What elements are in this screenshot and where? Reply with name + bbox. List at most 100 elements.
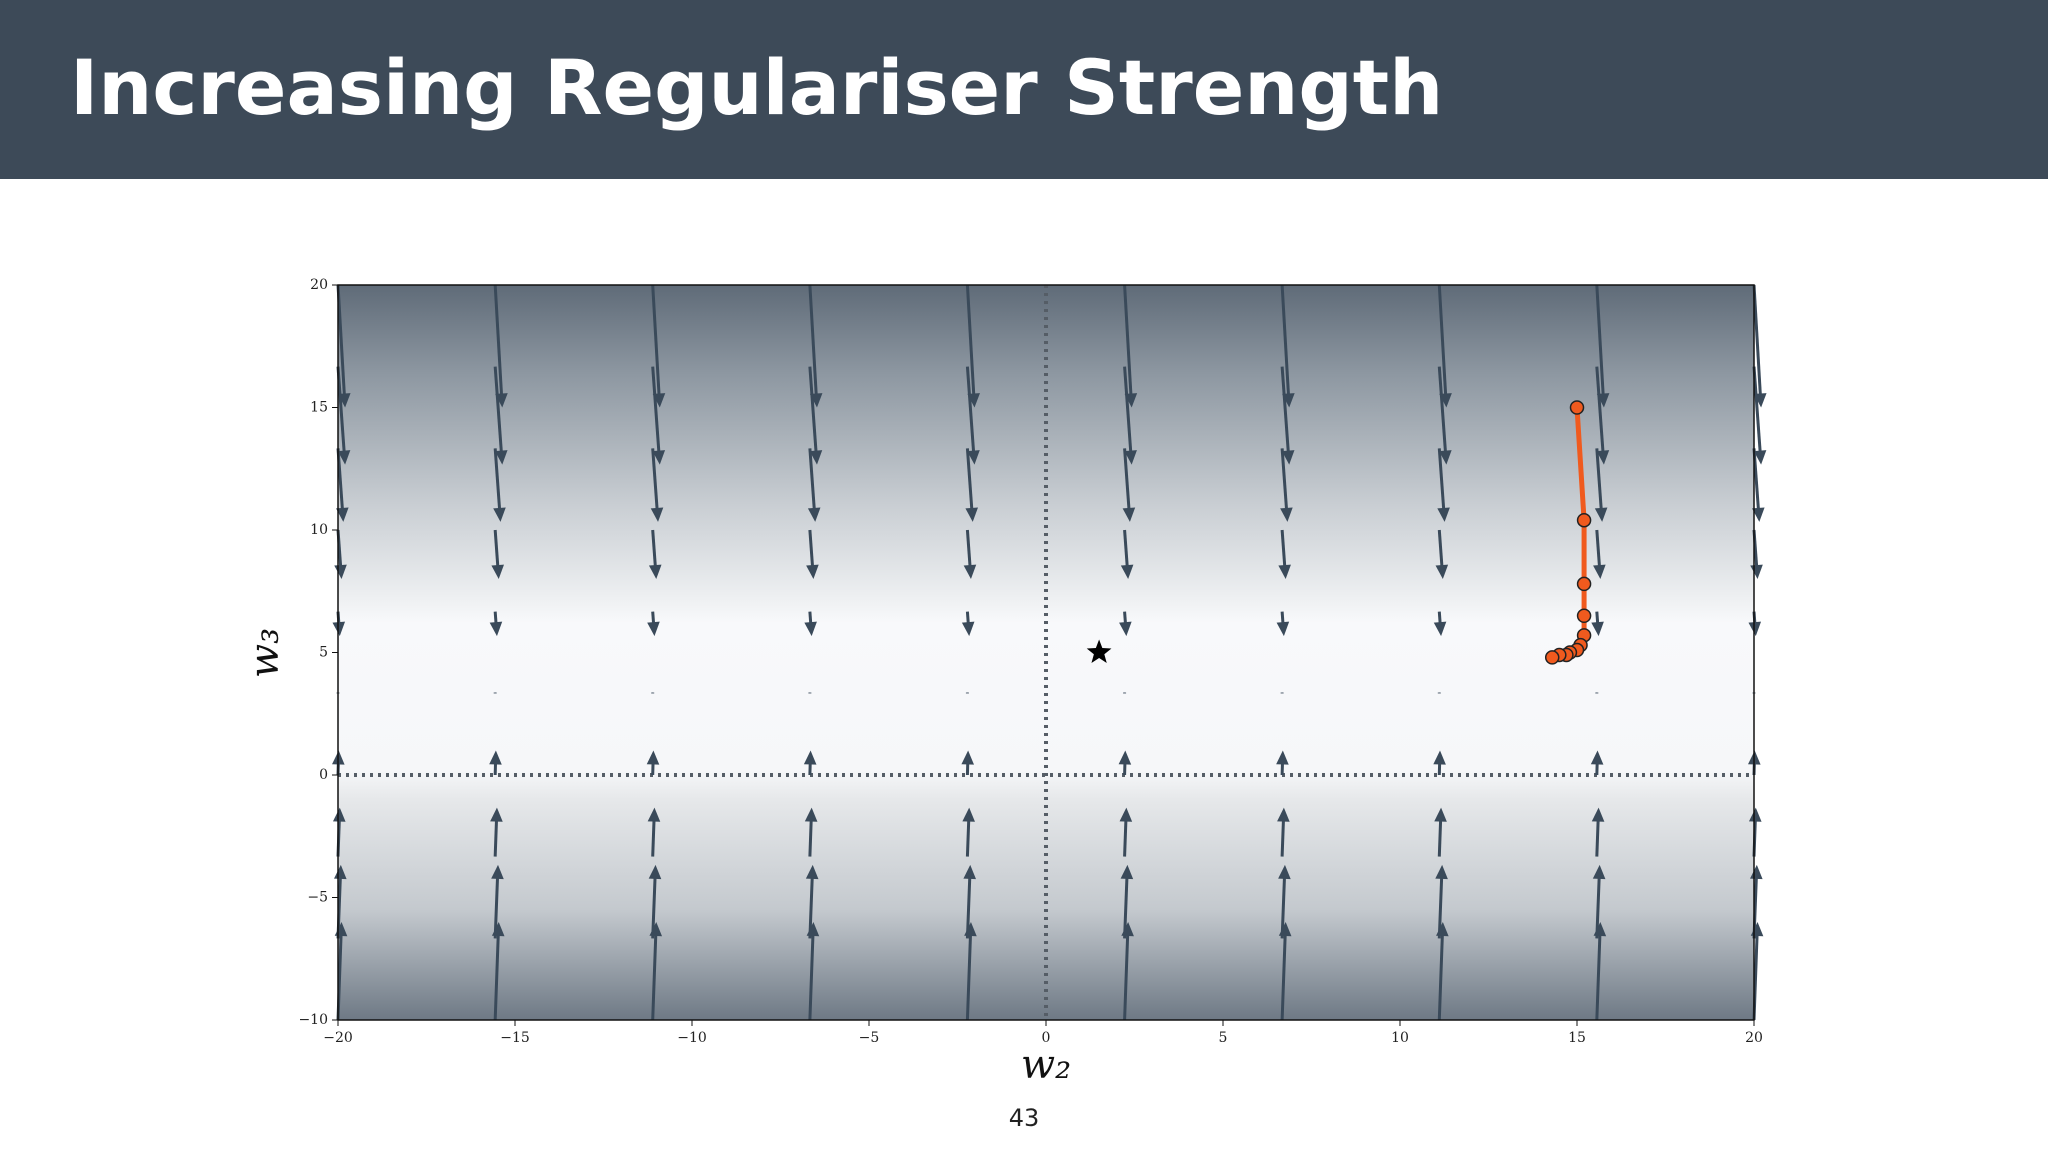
arrow-head [1281,692,1283,693]
arrow-head [332,621,346,637]
quiver-arrow [1752,284,1767,408]
arrow-head [965,507,978,522]
arrow-shaft [808,814,813,857]
arrow-head [1276,750,1289,765]
arrow-shaft [965,448,974,516]
quiver-arrow [1595,366,1610,465]
arrow-head [1277,807,1290,822]
arrow-head [1278,864,1291,880]
x-tick-label: −20 [323,1030,353,1046]
arrow-shaft [493,284,504,401]
arrow-shaft [493,448,502,516]
quiver-arrow [965,366,980,465]
arrow-head [1433,621,1447,637]
quiver-arrow [651,692,655,694]
quiver-arrow [1278,529,1291,579]
arrow-shaft [1123,928,1130,1021]
arrow-head [1120,864,1134,880]
quiver-arrow [493,284,508,408]
quiver-arrow [1276,611,1290,637]
arrow-shaft [1437,529,1444,573]
quiver-arrow [1435,864,1448,939]
x-tick-label: 5 [1219,1030,1228,1046]
arrow-head [809,393,823,408]
quiver-arrow [1123,692,1127,694]
arrow-head [1278,564,1291,579]
arrow-head [491,564,504,579]
arrow-head [1438,692,1440,693]
x-tick-label: 0 [1042,1030,1051,1046]
quiver-arrow [804,611,817,637]
x-tick-label: −5 [859,1030,880,1046]
arrow-head [1281,450,1295,465]
quiver-arrow [651,284,666,408]
arrow-head [1590,750,1604,765]
arrow-shaft [493,871,500,939]
quiver-arrow [1752,448,1765,522]
quiver-arrow [963,529,977,579]
arrow-head [491,864,504,880]
arrow-head [1593,564,1606,579]
arrow-head [805,864,819,880]
quiver-arrow [489,611,503,637]
arrow-head [806,564,819,579]
arrow-shaft [651,529,658,573]
arrow-head [652,393,666,408]
arrow-shaft [1123,448,1131,516]
arrow-shaft [651,814,656,857]
arrow-shaft [1595,448,1604,516]
y-tick-label: 15 [310,400,328,416]
arrow-head [1280,507,1293,522]
x-axis-label: w₂ [1021,1042,1071,1088]
quiver-arrow [1591,611,1604,637]
arrow-head [1439,393,1452,408]
trajectory-point [1576,512,1592,528]
arrow-shaft [1280,448,1289,516]
arrow-head [646,750,660,765]
y-tick-label: 0 [319,767,328,783]
x-tick-label: −10 [677,1030,707,1046]
arrow-shaft [651,366,661,458]
arrow-head [1124,393,1138,408]
arrow-shaft [1595,529,1602,573]
arrow-shaft [965,871,972,939]
arrow-shaft [651,448,660,516]
arrow-head [961,750,975,765]
arrow-shaft [1123,366,1133,458]
quiver-arrow [1280,284,1295,408]
arrow-head [652,692,654,693]
quiver-arrow [965,448,978,522]
arrow-shaft [1123,871,1129,939]
y-tick-label: 20 [310,277,328,293]
arrow-shaft [808,284,819,401]
quiver-arrow [648,864,662,939]
arrow-head [495,393,508,408]
quiver-arrow [1594,448,1608,522]
arrow-head [489,621,503,637]
arrow-shaft [1595,366,1605,458]
arrow-shaft [1752,284,1763,401]
quiver-arrow [1590,750,1604,776]
quiver-arrow [963,864,977,939]
arrow-head [650,507,664,522]
quiver-arrow [1119,611,1132,637]
quiver-arrow [1433,750,1446,776]
arrow-shaft [493,928,500,1021]
arrow-shaft [1595,814,1600,857]
arrow-head [336,507,349,522]
arrow-head [1124,692,1125,693]
arrow-shaft [336,448,345,516]
arrow-shaft [1280,284,1291,401]
arrow-shaft [651,871,657,939]
y-tick-label: −10 [298,1012,328,1028]
arrow-shaft [1280,928,1287,1021]
quiver-arrow [808,284,823,408]
arrow-head [962,807,975,822]
quiver-arrow [1592,864,1606,939]
arrow-shaft [1280,871,1287,939]
y-tick-label: 5 [319,645,328,661]
quiver-arrow [1591,807,1605,857]
trajectory-point [1569,400,1585,415]
arrow-head [1282,393,1295,408]
